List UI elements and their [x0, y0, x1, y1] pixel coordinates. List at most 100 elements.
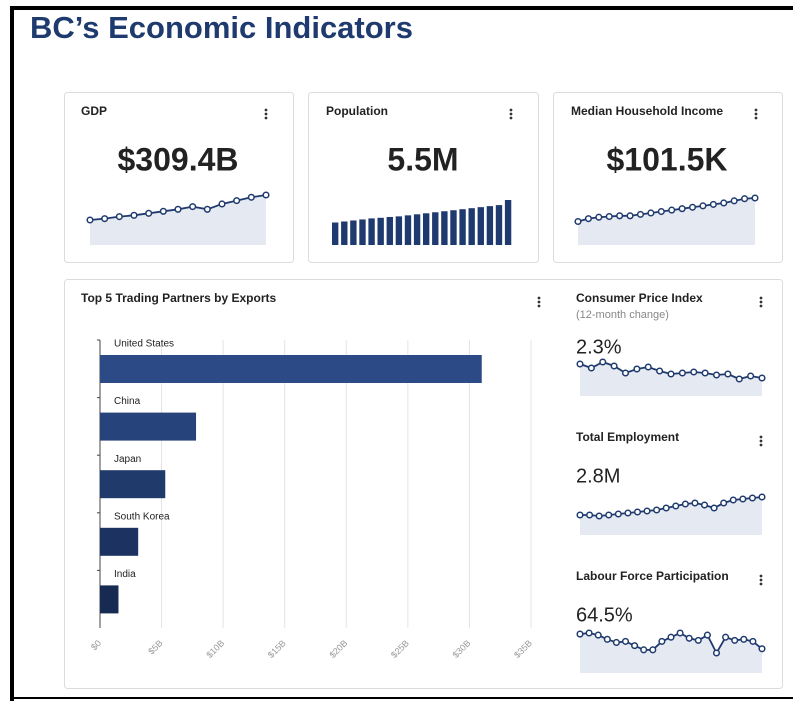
area — [578, 198, 755, 245]
frame-left — [10, 6, 14, 701]
category-label: China — [114, 396, 141, 407]
bar — [404, 215, 412, 245]
menu-dot — [754, 116, 758, 120]
category-label: South Korea — [114, 511, 170, 522]
menu-dot — [759, 300, 763, 304]
card-title: Total Employment — [576, 430, 679, 444]
menu-dot — [264, 116, 268, 120]
bar — [100, 412, 197, 441]
point — [605, 212, 613, 221]
point — [612, 638, 620, 647]
bar — [359, 219, 366, 245]
point — [101, 215, 109, 223]
bar — [100, 470, 166, 499]
category-label: India — [114, 569, 136, 580]
point — [729, 496, 737, 504]
point — [751, 194, 759, 202]
point — [218, 200, 226, 208]
point — [621, 369, 630, 377]
point — [631, 642, 639, 650]
bar — [332, 222, 339, 245]
headline-value: 64.5% — [576, 604, 633, 626]
card-title: Population — [326, 104, 388, 118]
headline-value: $101.5K — [607, 141, 728, 177]
point — [599, 358, 607, 366]
menu-dot — [759, 578, 763, 582]
point — [174, 205, 182, 213]
point — [748, 494, 756, 502]
bar — [341, 221, 348, 245]
menu-dot — [509, 112, 513, 116]
frame-bottom — [10, 697, 793, 699]
point — [145, 209, 153, 217]
point — [703, 631, 711, 639]
point — [694, 636, 702, 644]
point — [740, 635, 748, 643]
point — [758, 493, 766, 501]
point — [595, 512, 603, 520]
bar — [423, 213, 430, 245]
card-title: Labour Force Participation — [576, 569, 729, 583]
point — [189, 203, 197, 211]
menu-dot — [759, 435, 763, 439]
point — [115, 213, 123, 221]
bar — [368, 218, 375, 245]
point — [587, 364, 595, 372]
point — [724, 370, 732, 378]
bar — [100, 355, 482, 383]
bar — [395, 216, 403, 245]
point — [586, 511, 594, 519]
headline-value: 5.5M — [387, 141, 458, 177]
headline-value: $309.4B — [118, 141, 239, 177]
point — [86, 216, 94, 224]
menu-dot — [759, 574, 763, 578]
menu-dot — [754, 108, 758, 112]
menu-dot — [759, 439, 763, 443]
point — [685, 634, 693, 642]
headline-value: 2.8M — [576, 465, 620, 487]
point — [691, 499, 699, 507]
point — [621, 637, 630, 645]
frame-top — [10, 6, 793, 10]
point — [247, 193, 255, 201]
point — [678, 205, 686, 213]
point — [640, 646, 648, 654]
point — [130, 211, 138, 219]
menu-dot — [509, 108, 513, 112]
point — [633, 508, 642, 516]
point — [749, 637, 757, 645]
menu-dot — [264, 112, 268, 116]
menu-dot — [759, 304, 763, 308]
menu-dot — [759, 582, 763, 586]
headline-value: 2.3% — [576, 336, 622, 358]
area — [580, 362, 762, 396]
point — [616, 212, 624, 220]
menu-dot — [537, 304, 541, 308]
point — [735, 375, 743, 383]
bar — [504, 200, 512, 245]
point — [576, 630, 584, 638]
menu-dot — [759, 296, 763, 300]
point — [636, 210, 645, 218]
menu-dot — [509, 116, 513, 120]
point — [594, 631, 602, 639]
point — [699, 202, 707, 210]
bar — [486, 206, 494, 245]
bar — [386, 216, 393, 245]
point — [758, 645, 766, 653]
menu-dot — [537, 300, 541, 304]
point — [657, 207, 665, 216]
bar — [432, 212, 439, 245]
point — [584, 215, 592, 223]
point — [653, 506, 661, 514]
page-title: BC’s Economic Indicators — [30, 10, 413, 45]
point — [676, 629, 684, 637]
point — [610, 362, 618, 370]
point — [262, 191, 270, 199]
point — [633, 365, 641, 373]
point — [678, 369, 686, 377]
point — [626, 212, 634, 220]
card-title: Top 5 Trading Partners by Exports — [81, 291, 276, 305]
point — [739, 495, 747, 503]
